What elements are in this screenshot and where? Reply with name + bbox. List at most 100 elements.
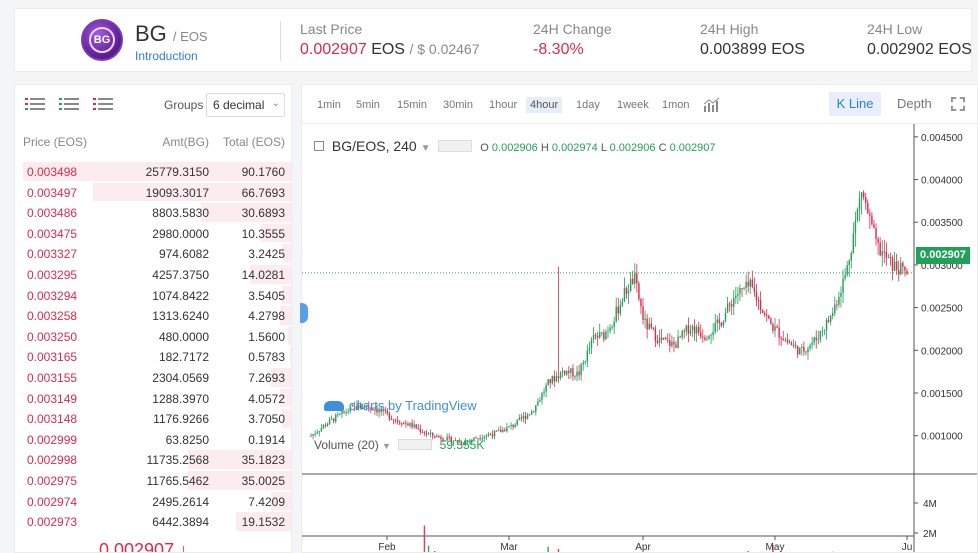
ask-row[interactable]: 0.002999 63.8250 0.1914 [15, 429, 292, 450]
ask-row[interactable]: 0.003498 25779.3150 90.1760 [15, 161, 291, 182]
volume-chevron-icon[interactable]: ▼ [382, 441, 391, 451]
ask-row[interactable]: 0.003497 19093.3017 66.7693 [15, 182, 291, 203]
candle-body [561, 371, 564, 373]
quote-symbol: / EOS [172, 29, 208, 44]
timeframe-4hour[interactable]: 4hour [526, 97, 563, 113]
ask-row[interactable]: 0.003250 480.0000 1.5600 [15, 326, 291, 347]
candle-body [832, 313, 834, 316]
ask-row[interactable]: 0.002973 6442.3894 19.1532 [15, 511, 291, 532]
last-price-unit: EOS [371, 41, 405, 58]
candle-body [508, 426, 510, 428]
ask-row[interactable]: 0.002974 2495.2614 7.4209 [15, 491, 291, 512]
candle-body [407, 423, 409, 426]
legend-chevron-icon[interactable]: ▼ [420, 143, 431, 154]
groups-select[interactable]: 6 decimal ⌄ [206, 93, 285, 117]
ask-row[interactable]: 0.003475 2980.0000 10.3555 [15, 223, 291, 244]
ask-row[interactable]: 0.003295 4257.3750 14.0281 [15, 264, 291, 285]
collapse-legend-icon[interactable] [314, 141, 324, 151]
candle-body [625, 287, 628, 294]
book-bids-view-icon[interactable] [59, 95, 79, 113]
price-chart[interactable]: 0.004500 0.004000 0.003500 0.003000 0.002500… [302, 124, 978, 553]
kline-tab[interactable]: K Line [829, 92, 881, 116]
volume-settings-icon[interactable] [398, 439, 433, 450]
ask-total: 1.5600 [248, 329, 285, 344]
last-price-label: Last Price [300, 21, 363, 37]
ask-total: 10.3555 [241, 226, 285, 241]
candle-body [483, 436, 485, 439]
book-asks-view-icon[interactable] [93, 95, 113, 113]
candle-body [502, 429, 504, 433]
header-divider [280, 21, 281, 61]
ask-total: 7.4209 [248, 494, 285, 509]
candle-body [479, 438, 481, 440]
volume-bar [747, 550, 749, 552]
indicators-icon[interactable] [703, 97, 723, 113]
ask-row[interactable]: 0.003294 1074.8422 3.5405 [15, 285, 291, 306]
ask-total: 3.2425 [248, 247, 285, 262]
candle-body [753, 287, 756, 293]
ask-row[interactable]: 0.003155 2304.0569 7.2693 [15, 367, 291, 388]
candle-body [827, 319, 830, 322]
candle-body [555, 376, 558, 382]
legend-settings-icon[interactable] [438, 140, 473, 152]
candle-body [887, 257, 890, 259]
candle-body [840, 292, 842, 297]
watermark-text: charts by TradingView [349, 398, 477, 413]
ask-row[interactable]: 0.003165 182.7172 0.5783 [15, 346, 291, 367]
side-panel-toggle[interactable] [300, 303, 308, 323]
book-both-view-icon[interactable] [25, 95, 45, 113]
candle-body [409, 422, 411, 426]
price-tick-label: 0.001500 [921, 389, 963, 400]
ask-amount: 1074.8422 [152, 288, 209, 303]
candle-body [718, 319, 721, 323]
ask-row[interactable]: 0.003148 1176.9266 3.7050 [15, 408, 291, 429]
introduction-link[interactable]: Introduction [135, 49, 198, 63]
candle-body [638, 283, 640, 300]
volume-bar [423, 525, 426, 552]
ask-row[interactable]: 0.002975 11765.5462 35.0025 [15, 470, 291, 491]
timeframe-1week[interactable]: 1week [617, 99, 649, 111]
timeframe-1day[interactable]: 1day [576, 99, 600, 111]
timeframe-15min[interactable]: 15min [397, 99, 427, 111]
candle-body [374, 409, 376, 411]
candle-body [553, 376, 556, 382]
timeframe-30min[interactable]: 30min [443, 99, 473, 111]
candle-body [326, 424, 329, 427]
timeframe-1mon[interactable]: 1mon [662, 99, 690, 111]
depth-bar [291, 430, 292, 449]
ask-row[interactable]: 0.003327 974.6082 3.2425 [15, 243, 291, 264]
candle-body [737, 293, 739, 296]
candle-body [654, 328, 657, 341]
o-value: 0.002906 [491, 142, 538, 154]
candle-body [403, 422, 405, 425]
candle-body [314, 433, 316, 435]
volume-bar [832, 551, 834, 552]
volume-bar [772, 544, 774, 552]
candle-body [842, 278, 844, 293]
candle-body [796, 345, 799, 355]
ask-row[interactable]: 0.003258 1313.6240 4.2798 [15, 305, 291, 326]
candle-body [875, 228, 877, 239]
ask-row[interactable]: 0.003486 8803.5830 30.6893 [15, 202, 291, 223]
candle-body [586, 350, 589, 362]
timeframe-5min[interactable]: 5min [356, 99, 380, 111]
candle-body [685, 325, 688, 332]
chevron-down-icon: ⌄ [269, 98, 280, 109]
ask-amount: 1313.6240 [152, 309, 209, 324]
candle-body [320, 428, 323, 432]
fullscreen-icon[interactable] [951, 97, 965, 111]
depth-bar [236, 512, 291, 531]
candle-body [590, 339, 593, 349]
depth-tab[interactable]: Depth [897, 96, 932, 111]
candle-body [743, 287, 745, 289]
candle-body [469, 440, 471, 442]
candle-body [780, 337, 782, 339]
ask-amount: 6442.3894 [152, 515, 209, 530]
groups-label: Groups [164, 98, 204, 112]
ask-row[interactable]: 0.002998 11735.2568 35.1823 [15, 449, 291, 470]
timeframe-1hour[interactable]: 1hour [489, 99, 518, 111]
timeframe-1min[interactable]: 1min [317, 99, 341, 111]
ask-row[interactable]: 0.003149 1288.3970 4.0572 [15, 388, 291, 409]
tradingview-watermark[interactable]: charts by TradingView [324, 398, 477, 413]
candle-body [481, 438, 483, 440]
